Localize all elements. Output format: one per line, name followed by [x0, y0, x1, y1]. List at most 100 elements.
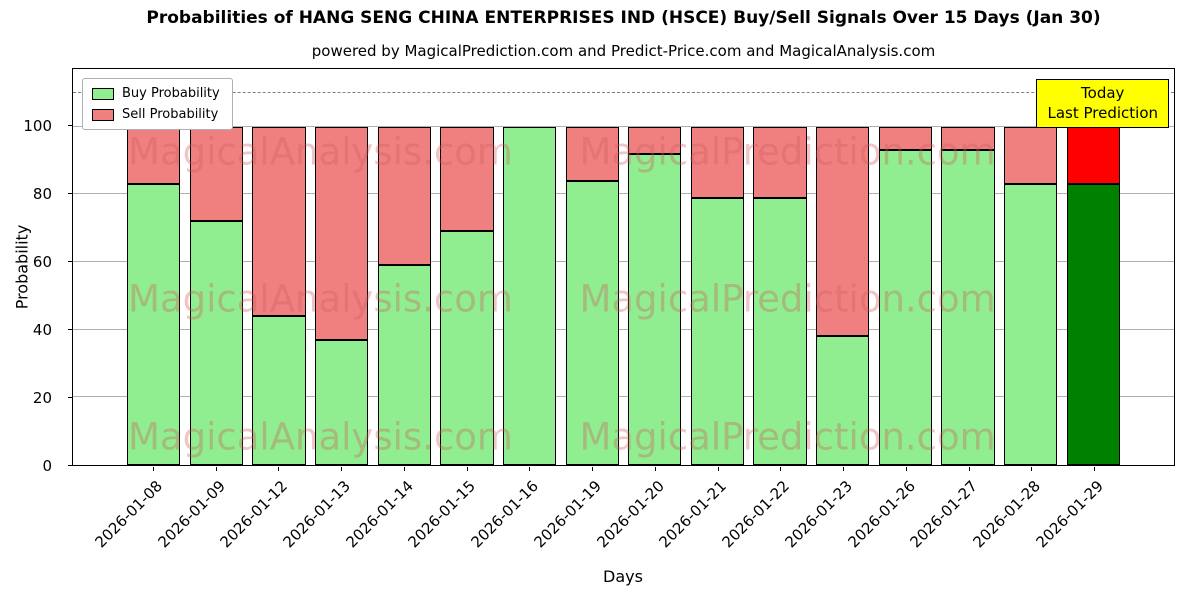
buy-color-swatch [92, 87, 114, 100]
sell-segment-2026-01-22 [753, 126, 807, 198]
x-tickmark-2026-01-15 [466, 467, 468, 471]
sell-segment-2026-01-19 [565, 126, 619, 181]
gridline-80 [73, 193, 1174, 195]
dashed-upper-line [73, 91, 1174, 93]
legend: Buy Probability Sell Probability [82, 78, 233, 130]
buy-segment-2026-01-14 [377, 265, 431, 465]
x-tickmark-2026-01-29 [1093, 467, 1095, 471]
bar-2026-01-27 [941, 69, 995, 465]
x-tickmark-2026-01-16 [529, 467, 531, 471]
x-tickmark-2026-01-19 [592, 467, 594, 471]
buy-segment-2026-01-19 [565, 180, 619, 465]
sell-segment-2026-01-13 [315, 126, 369, 340]
sell-segment-2026-01-12 [252, 126, 306, 317]
chart-title: Probabilities of HANG SENG CHINA ENTERPR… [146, 8, 1101, 28]
bar-2026-01-12 [252, 69, 306, 465]
bar-2026-01-26 [878, 69, 932, 465]
buy-segment-2026-01-22 [753, 197, 807, 465]
legend-item-sell: Sell Probability [92, 107, 220, 122]
today-annotation-line1: Today [1081, 84, 1125, 102]
plot-area: MagicalAnalysis.com MagicalPrediction.com… [72, 68, 1175, 466]
x-tickmark-2026-01-22 [780, 467, 782, 471]
bar-2026-01-08 [127, 69, 181, 465]
y-tickmark-40 [68, 328, 72, 330]
bar-2026-01-23 [816, 69, 870, 465]
y-tick-label-40: 40 [32, 320, 52, 339]
sell-color-swatch [92, 108, 114, 121]
x-tick-label-2026-01-16: 2026-01-16 [467, 477, 543, 552]
sell-segment-2026-01-14 [377, 126, 431, 266]
buy-segment-2026-01-16 [502, 126, 557, 465]
bar-2026-01-19 [565, 69, 619, 465]
buy-segment-2026-01-09 [189, 221, 244, 465]
x-tickmark-2026-01-28 [1031, 467, 1033, 471]
sell-segment-2026-01-27 [941, 126, 995, 151]
legend-label-buy: Buy Probability [122, 86, 220, 101]
y-tick-label-60: 60 [32, 252, 52, 271]
x-axis-ticks: 2026-01-08 2026-01-09 2026-01-12 2026-01-13… [72, 467, 1175, 572]
sell-segment-2026-01-26 [878, 126, 932, 151]
y-tickmark-60 [68, 260, 72, 262]
y-tickmark-100 [68, 124, 72, 126]
x-tickmark-2026-01-14 [403, 467, 405, 471]
gridline-60 [73, 260, 1174, 262]
buy-segment-2026-01-29 [1066, 184, 1120, 465]
x-tickmark-2026-01-26 [905, 467, 907, 471]
x-tick-label-2026-01-22: 2026-01-22 [718, 477, 794, 552]
bars [73, 69, 1174, 465]
x-tickmark-2026-01-27 [968, 467, 970, 471]
y-tickmark-80 [68, 192, 72, 194]
bar-2026-01-20 [628, 69, 682, 465]
x-tickmark-2026-01-21 [717, 467, 719, 471]
y-tick-label-100: 100 [23, 116, 52, 135]
sell-segment-2026-01-23 [816, 126, 870, 337]
x-tick-label-2026-01-28: 2026-01-28 [969, 477, 1044, 552]
x-tick-label-2026-01-19: 2026-01-19 [530, 477, 605, 552]
buy-segment-2026-01-13 [315, 339, 369, 465]
x-tickmark-2026-01-13 [341, 467, 343, 471]
bar-2026-01-16 [502, 69, 557, 465]
y-tick-label-0: 0 [42, 457, 52, 475]
x-axis-label: Days [603, 567, 643, 586]
sell-segment-2026-01-09 [189, 126, 244, 222]
buy-segment-2026-01-28 [1003, 184, 1058, 465]
y-tick-label-20: 20 [32, 388, 52, 407]
y-axis-tickmarks [68, 68, 72, 466]
sell-segment-2026-01-08 [127, 126, 181, 185]
buy-segment-2026-01-21 [690, 197, 745, 465]
buy-segment-2026-01-20 [628, 153, 682, 465]
bar-2026-01-22 [753, 69, 807, 465]
x-tick-label-2026-01-23: 2026-01-23 [781, 477, 856, 552]
today-annotation: Today Last Prediction [1036, 79, 1169, 128]
x-tickmark-2026-01-12 [278, 467, 280, 471]
x-tickmark-2026-01-08 [153, 467, 154, 471]
gridline-40 [73, 328, 1174, 330]
chart-subtitle: powered by MagicalPrediction.com and Pre… [311, 42, 936, 60]
y-axis-ticks: 0 20 40 60 80 100 [0, 68, 62, 475]
sell-segment-2026-01-21 [690, 126, 745, 198]
gridline-20 [73, 396, 1174, 398]
x-tickmark-2026-01-23 [843, 467, 845, 471]
y-tick-label-80: 80 [32, 184, 52, 203]
buy-segment-2026-01-08 [127, 184, 181, 465]
x-tick-label-2026-01-08: 2026-01-08 [91, 477, 166, 552]
bar-2026-01-15 [440, 69, 494, 465]
x-tick-label-2026-01-29: 2026-01-29 [1032, 477, 1107, 552]
sell-segment-2026-01-20 [628, 126, 682, 154]
sell-segment-2026-01-15 [440, 126, 494, 232]
buy-segment-2026-01-26 [878, 150, 932, 465]
bar-2026-01-21 [690, 69, 745, 465]
sell-segment-2026-01-29 [1066, 126, 1120, 185]
x-tickmark-2026-01-09 [215, 467, 217, 471]
bar-2026-01-09 [189, 69, 244, 465]
bar-2026-01-29 [1066, 69, 1120, 465]
legend-item-buy: Buy Probability [92, 86, 220, 101]
y-tickmark-20 [68, 396, 72, 398]
buy-segment-2026-01-15 [440, 231, 494, 465]
today-annotation-line2: Last Prediction [1047, 104, 1158, 123]
gridline-100 [73, 125, 1174, 127]
buy-segment-2026-01-12 [252, 316, 306, 465]
y-tickmark-0 [68, 465, 72, 466]
bar-2026-01-13 [315, 69, 369, 465]
